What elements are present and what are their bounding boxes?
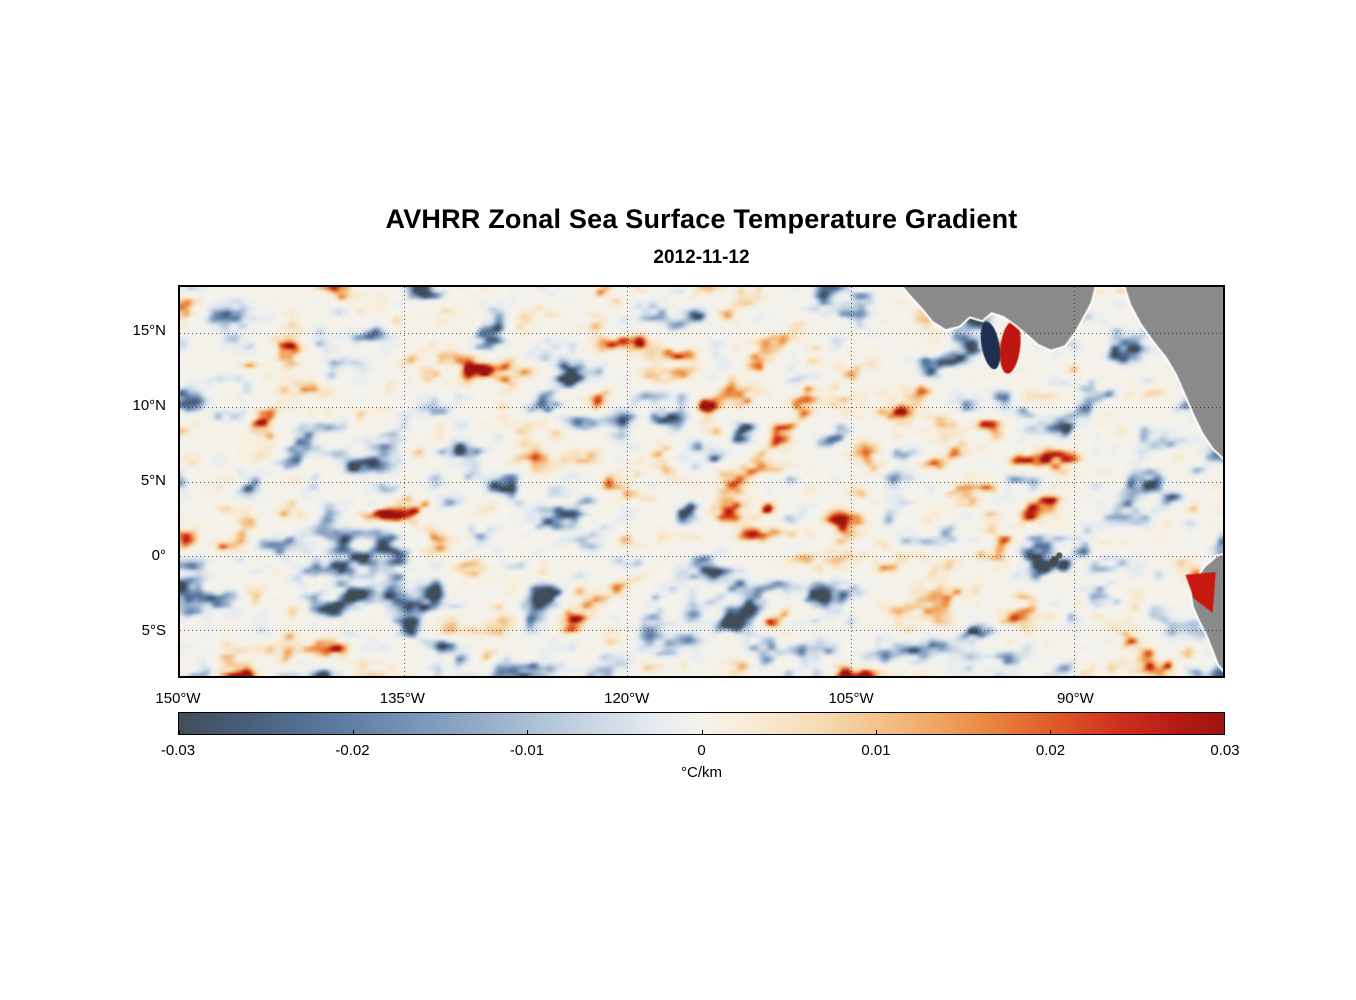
colorbar-tick-label: 0.02 — [1035, 742, 1066, 759]
colorbar-tick-label: 0 — [697, 742, 706, 759]
x-tick-label: 150°W — [155, 690, 201, 707]
colorbar-tick — [527, 730, 529, 734]
map-plot-area — [178, 285, 1225, 678]
chart-title: AVHRR Zonal Sea Surface Temperature Grad… — [385, 204, 1018, 234]
colorbar-tick — [179, 730, 180, 734]
colorbar-tick-label: 0.01 — [861, 742, 891, 759]
y-tick-label: 5°N — [140, 471, 166, 489]
x-tick-label: 135°W — [379, 690, 425, 707]
y-tick-label: 10°N — [132, 396, 166, 414]
colorbar-tick — [353, 730, 355, 734]
y-tick-label: 15°N — [132, 321, 166, 339]
colorbar-tick — [701, 730, 703, 734]
x-tick-label: 105°W — [828, 690, 874, 707]
x-tick-label: 120°W — [604, 690, 650, 707]
colorbar-tick — [1049, 730, 1051, 734]
y-tick-label: 5°S — [141, 621, 166, 639]
chart-subtitle: 2012-11-12 — [653, 247, 750, 268]
colorbar-tick-label: -0.01 — [509, 742, 545, 759]
colorbar-tick-label: 0.03 — [1210, 742, 1240, 759]
y-tick-label: 0° — [151, 546, 166, 564]
colorbar-unit-label: °C/km — [681, 764, 722, 781]
colorbar-tick — [875, 730, 877, 734]
colorbar-tick-label: -0.02 — [335, 742, 370, 759]
colorbar-tick — [1224, 730, 1225, 734]
colorbar-gradient — [179, 713, 1224, 734]
colorbar — [178, 712, 1225, 735]
colorbar-tick-label: -0.03 — [160, 742, 196, 759]
x-tick-label: 90°W — [1057, 690, 1094, 707]
sst-gradient-heatmap — [180, 287, 1223, 676]
